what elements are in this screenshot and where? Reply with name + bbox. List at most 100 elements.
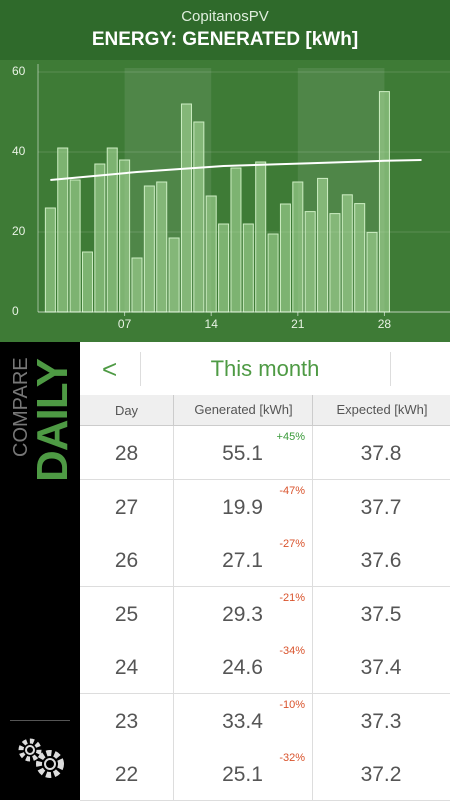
day-cell: 24 <box>114 656 139 679</box>
col-divider <box>312 640 313 693</box>
generated-cell: 19.9 <box>222 495 263 519</box>
bar <box>205 195 217 313</box>
header: CopitanosPV ENERGY: GENERATED [kWh] <box>0 0 450 60</box>
col-generated: Generated [kWh] <box>173 395 313 425</box>
bar <box>94 163 106 313</box>
settings-icon[interactable] <box>14 734 70 782</box>
change-label: -32% <box>279 752 305 764</box>
bar <box>378 91 390 313</box>
bar <box>156 181 168 313</box>
col-divider <box>173 586 174 640</box>
generated-cell: 25.1 <box>222 763 263 786</box>
expected-line <box>50 159 422 181</box>
table-row: 24 24.6 -34% 37.4 <box>80 640 450 694</box>
y-tick-label: 40 <box>12 144 26 158</box>
bar <box>317 177 329 313</box>
generated-cell: 29.3 <box>222 602 263 626</box>
sidebar-bottom[interactable]: DAILY <box>28 359 77 482</box>
col-divider <box>312 747 313 800</box>
expected-cell: 37.7 <box>360 495 402 519</box>
col-divider <box>312 426 313 479</box>
bar <box>119 159 131 313</box>
day-cell: 23 <box>114 709 139 733</box>
generated-cell: 27.1 <box>222 549 263 572</box>
x-tick-label: 07 <box>118 317 132 331</box>
day-cell: 28 <box>114 442 139 465</box>
bar <box>304 211 316 313</box>
y-tick-label: 0 <box>12 304 19 318</box>
bar <box>193 121 205 313</box>
app-name: CopitanosPV <box>181 8 269 25</box>
bar <box>218 223 230 313</box>
change-label: -27% <box>279 538 305 550</box>
expected-cell: 37.6 <box>360 549 402 572</box>
generated-cell: 55.1 <box>222 442 263 465</box>
table-row: 26 27.1 -27% 37.6 <box>80 533 450 587</box>
bar <box>106 147 118 313</box>
y-tick-label: 20 <box>12 224 26 238</box>
bar <box>267 233 279 313</box>
bar <box>255 161 267 313</box>
col-divider <box>312 586 313 640</box>
col-divider <box>173 747 174 800</box>
expected-cell: 37.3 <box>360 709 402 733</box>
change-label: -47% <box>279 484 305 497</box>
screen-title: ENERGY: GENERATED [kWh] <box>91 29 359 50</box>
period-title: This month <box>210 356 320 381</box>
change-label: -34% <box>279 645 305 657</box>
table-row: 23 33.4 -10% 37.3 <box>80 693 450 748</box>
col-divider <box>173 426 174 479</box>
col-divider <box>312 693 313 747</box>
change-label: -21% <box>279 591 305 604</box>
bar <box>81 251 93 313</box>
expected-cell: 37.8 <box>360 442 402 465</box>
table-row: 28 55.1 +45% 37.8 <box>80 426 450 480</box>
bar <box>180 103 192 313</box>
column-header: Day Generated [kWh] Expected [kWh] <box>80 395 450 426</box>
table-row: 25 29.3 -21% 37.5 <box>80 586 450 641</box>
generated-cell: 33.4 <box>222 709 263 733</box>
x-tick-label: 28 <box>378 317 392 331</box>
day-cell: 25 <box>114 602 139 626</box>
y-tick-label: 60 <box>12 64 26 78</box>
back-button[interactable]: < <box>102 354 118 384</box>
col-divider <box>312 479 313 533</box>
bar <box>354 203 366 313</box>
expected-cell: 37.5 <box>360 602 402 626</box>
bar <box>168 237 180 313</box>
change-label: -10% <box>279 698 305 711</box>
bar <box>131 257 143 313</box>
bar <box>279 203 291 313</box>
bar <box>329 213 341 313</box>
bar <box>292 181 304 313</box>
day-cell: 22 <box>114 763 139 786</box>
expected-cell: 37.2 <box>360 763 402 786</box>
nav-bar: < This month <box>80 342 450 396</box>
bar <box>230 167 242 313</box>
x-tick-label: 21 <box>291 317 305 331</box>
col-divider <box>312 533 313 586</box>
bar <box>44 207 56 313</box>
bar <box>366 231 378 313</box>
generated-cell: 24.6 <box>222 656 263 679</box>
change-label: +45% <box>276 431 305 443</box>
divider <box>10 720 70 721</box>
expected-cell: 37.4 <box>360 656 402 679</box>
col-divider <box>173 640 174 693</box>
col-divider <box>173 479 174 533</box>
table-row: 22 25.1 -32% 37.2 <box>80 747 450 801</box>
day-cell: 26 <box>114 549 139 572</box>
col-divider <box>173 693 174 747</box>
bar <box>143 185 155 313</box>
col-day: Day <box>114 403 139 418</box>
sidebar: COMPARE DAILY <box>0 342 80 800</box>
day-cell: 27 <box>114 495 139 519</box>
divider <box>140 352 141 386</box>
bar <box>57 147 69 313</box>
bar <box>341 194 353 313</box>
table-row: 27 19.9 -47% 37.7 <box>80 479 450 534</box>
x-tick-label: 14 <box>205 317 219 331</box>
col-divider <box>173 533 174 586</box>
bar <box>242 223 254 313</box>
